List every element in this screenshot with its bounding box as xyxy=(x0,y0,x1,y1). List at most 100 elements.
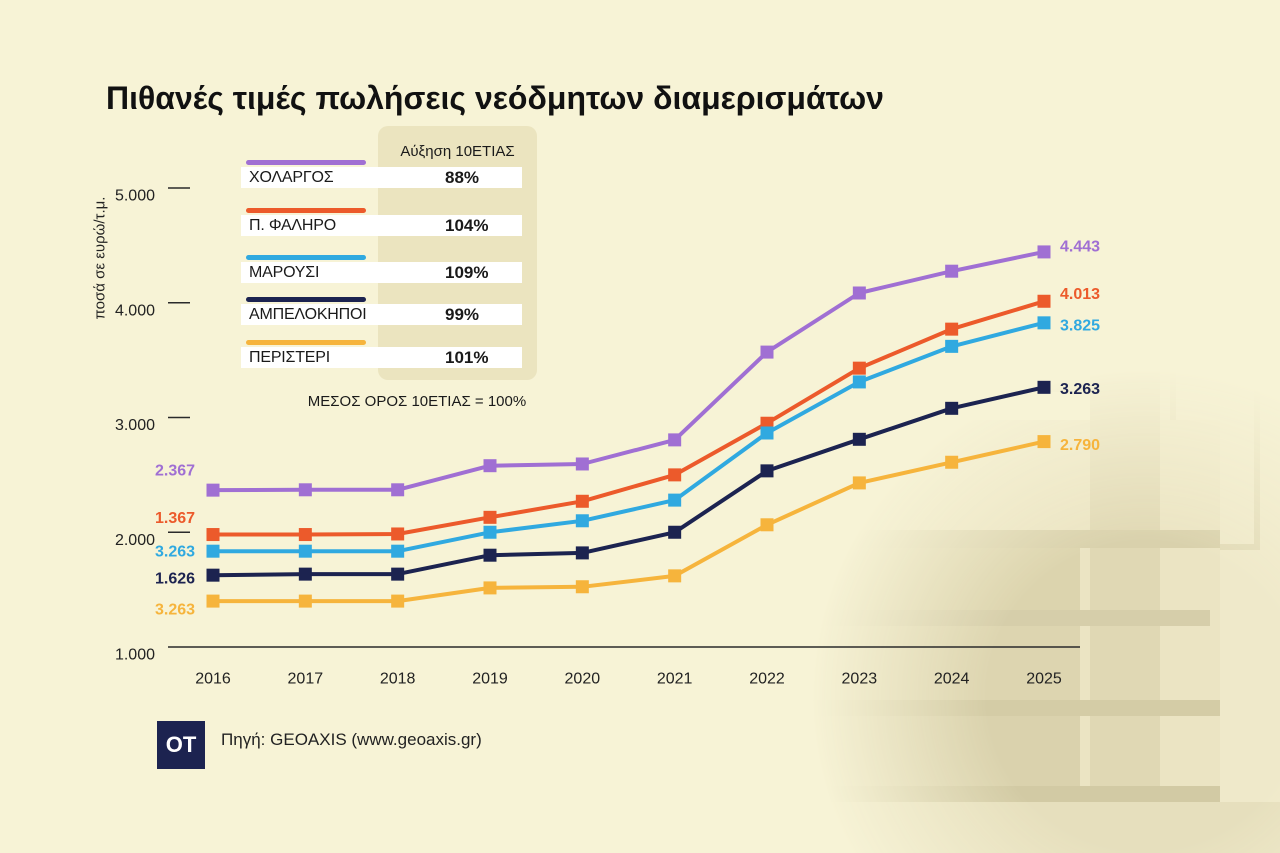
data-point xyxy=(298,483,312,497)
data-point xyxy=(483,459,497,473)
start-value-label: 1.626 xyxy=(155,571,195,588)
data-point xyxy=(1037,435,1051,449)
x-tick-label: 2019 xyxy=(472,671,508,688)
y-tick-label: 1.000 xyxy=(115,647,155,664)
x-tick-label: 2021 xyxy=(657,671,693,688)
building-balcony-slab xyxy=(790,786,1220,802)
legend-swatch xyxy=(246,208,366,213)
legend-swatch xyxy=(246,255,366,260)
legend-label: Π. ΦΑΛΗΡΟ xyxy=(249,217,336,234)
building-glass xyxy=(810,716,1080,786)
data-point xyxy=(945,339,959,353)
data-point xyxy=(483,548,497,562)
data-point xyxy=(852,375,866,389)
data-point xyxy=(945,401,959,415)
legend-increase: 109% xyxy=(445,263,489,282)
data-point xyxy=(668,569,682,583)
data-point xyxy=(483,581,497,595)
legend-increase: 88% xyxy=(445,168,480,187)
legend-increase: 99% xyxy=(445,305,480,324)
data-point xyxy=(391,483,405,497)
data-point xyxy=(298,544,312,558)
data-point xyxy=(391,527,405,541)
legend-row: ΜΑΡΟΥΣΙ 109% xyxy=(241,255,522,283)
data-point xyxy=(206,483,220,497)
legend-swatch xyxy=(246,297,366,302)
data-point xyxy=(483,525,497,539)
start-value-label: 3.263 xyxy=(155,544,195,561)
chart-title: Πιθανές τιμές πωλήσεις νεόδμητων διαμερι… xyxy=(106,80,884,116)
data-point xyxy=(391,544,405,558)
legend-increase: 101% xyxy=(445,348,489,367)
publisher-logo: OT xyxy=(157,721,205,769)
legend-label: ΧΟΛΑΡΓΟΣ xyxy=(249,169,334,186)
data-point xyxy=(852,476,866,490)
legend-label: ΜΑΡΟΥΣΙ xyxy=(249,264,320,281)
legend-bar: ΧΟΛΑΡΓΟΣ 88% xyxy=(241,167,522,188)
legend-bar: ΑΜΠΕΛΟΚΗΠΟΙ 99% xyxy=(241,304,522,325)
series-line xyxy=(211,320,1046,554)
data-point xyxy=(668,525,682,539)
building-glass xyxy=(810,548,1080,610)
series-line xyxy=(211,385,1046,578)
legend-row: ΧΟΛΑΡΓΟΣ 88% xyxy=(241,160,522,188)
start-value-label: 2.367 xyxy=(155,463,195,480)
data-point xyxy=(206,528,220,542)
x-tick-label: 2017 xyxy=(288,671,324,688)
data-point xyxy=(760,464,774,478)
start-value-label: 1.367 xyxy=(155,510,195,527)
building-balcony-slab xyxy=(770,700,1220,716)
y-tick-label: 3.000 xyxy=(115,417,155,434)
end-value-label: 4.013 xyxy=(1060,286,1100,303)
legend-note: ΜΕΣΟΣ ΟΡΟΣ 10ΕΤΙΑΣ = 100% xyxy=(307,393,527,410)
data-point xyxy=(575,514,589,528)
legend-row: Π. ΦΑΛΗΡΟ 104% xyxy=(241,208,522,236)
legend-bar: ΜΑΡΟΥΣΙ 109% xyxy=(241,262,522,283)
data-point xyxy=(1037,294,1051,308)
start-value-label: 3.263 xyxy=(155,602,195,619)
x-tick-label: 2020 xyxy=(565,671,601,688)
source-note: Πηγή: GEOAXIS (www.geoaxis.gr) xyxy=(221,730,482,749)
data-point xyxy=(668,433,682,447)
series-line xyxy=(211,299,1046,537)
end-value-label: 3.263 xyxy=(1060,381,1100,398)
x-tick-label: 2024 xyxy=(934,671,970,688)
legend-bar: Π. ΦΑΛΗΡΟ 104% xyxy=(241,215,522,236)
data-point xyxy=(1037,245,1051,259)
x-tick-label: 2023 xyxy=(842,671,878,688)
x-tick-label: 2025 xyxy=(1026,671,1062,688)
legend-increase: 104% xyxy=(445,216,489,235)
data-point xyxy=(298,528,312,542)
building-balcony-slab xyxy=(790,610,1210,626)
end-value-label: 4.443 xyxy=(1060,238,1100,255)
legend-row: ΑΜΠΕΛΟΚΗΠΟΙ 99% xyxy=(241,297,522,325)
data-point xyxy=(760,426,774,440)
y-tick-label: 2.000 xyxy=(115,532,155,549)
legend-label: ΑΜΠΕΛΟΚΗΠΟΙ xyxy=(249,306,367,323)
x-tick-label: 2022 xyxy=(749,671,785,688)
data-point xyxy=(760,518,774,532)
data-point xyxy=(945,455,959,469)
data-point xyxy=(852,361,866,375)
data-point xyxy=(668,468,682,482)
series-line xyxy=(211,249,1046,493)
data-point xyxy=(575,546,589,560)
data-point xyxy=(206,544,220,558)
building-balcony-slab xyxy=(780,530,1220,548)
data-point xyxy=(575,580,589,594)
x-tick-label: 2018 xyxy=(380,671,416,688)
building-glass xyxy=(810,626,1080,700)
legend-header: Αύξηση 10ΕΤΙΑΣ xyxy=(400,143,515,160)
data-point xyxy=(1037,380,1051,394)
data-point xyxy=(760,416,774,430)
data-point xyxy=(1037,316,1051,330)
data-point xyxy=(668,493,682,507)
x-tick-label: 2016 xyxy=(195,671,231,688)
data-point xyxy=(298,567,312,581)
data-point xyxy=(575,457,589,471)
data-point xyxy=(945,322,959,336)
legend-swatch xyxy=(246,160,366,165)
y-axis-title: ποσά σε ευρώ/τ.μ. xyxy=(92,197,109,320)
